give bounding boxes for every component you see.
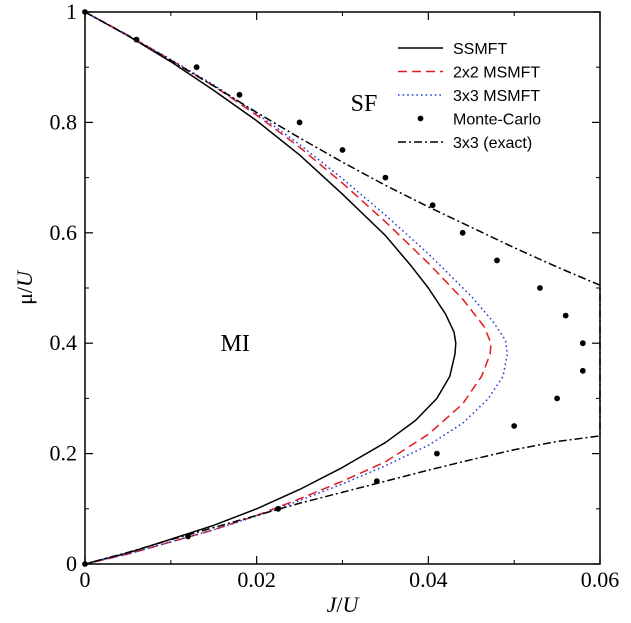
legend-label-2x2-msmft: 2x2 MSMFT	[453, 65, 540, 82]
data-point-monte-carlo	[373, 478, 380, 485]
data-point-monte-carlo	[579, 367, 586, 374]
x-tick-label: 0.04	[409, 567, 448, 592]
data-point-monte-carlo	[339, 147, 346, 153]
x-tick-label: 0.06	[581, 567, 620, 592]
legend-label-monte-carlo: Monte-Carlo	[453, 112, 541, 129]
data-point-monte-carlo	[296, 119, 303, 126]
data-point-monte-carlo	[554, 395, 560, 402]
y-tick-label: 1	[66, 0, 77, 24]
data-point-monte-carlo	[193, 64, 200, 71]
x-tick-label: 0	[80, 567, 91, 592]
region-label-mi: MI	[221, 331, 250, 357]
x-axis-label-sep: /	[336, 592, 343, 617]
data-point-monte-carlo	[236, 91, 243, 98]
legend: SSMFT 2x2 MSMFT 3x3 MSMFT Monte-Carlo 3x3 (e…	[398, 41, 541, 152]
legend-label-3x3-msmft: 3x3 MSMFT	[453, 88, 540, 105]
y-axis-label-sep: /	[12, 286, 37, 293]
data-point-monte-carlo	[275, 505, 282, 512]
region-label-sf: SF	[351, 91, 378, 117]
data-point-monte-carlo	[133, 36, 140, 43]
y-tick-label: 0.8	[50, 109, 78, 134]
data-point-monte-carlo	[459, 229, 466, 236]
y-tick-label: 0.6	[50, 220, 78, 245]
data-point-monte-carlo	[494, 257, 500, 264]
x-tick-label: 0.02	[237, 567, 276, 592]
y-axis-label: μ/U	[12, 269, 37, 305]
ticks-layer: 0 0.02 0.04 0.06 0 0.2 0.4 0.6 0.8 1	[50, 0, 620, 592]
data-point-monte-carlo	[185, 533, 191, 540]
data-point-monte-carlo	[511, 423, 518, 429]
x-axis-label-sub: U	[343, 592, 361, 617]
data-point-monte-carlo	[562, 312, 569, 319]
x-axis-label: J/U	[327, 592, 361, 617]
y-tick-label: 0.2	[50, 441, 78, 466]
data-point-monte-carlo	[537, 285, 543, 291]
y-tick-label: 0.4	[50, 330, 78, 355]
data-point-monte-carlo	[429, 202, 436, 209]
legend-label-ssmft: SSMFT	[453, 41, 507, 58]
data-point-monte-carlo	[434, 450, 440, 457]
y-tick-label: 0	[66, 551, 77, 576]
y-axis-label-main: μ	[12, 293, 37, 305]
data-point-monte-carlo	[382, 174, 389, 181]
y-axis-label-sub: U	[12, 269, 37, 287]
legend-swatch-monte-carlo	[417, 115, 424, 122]
legend-label-3x3-exact: 3x3 (exact)	[453, 135, 532, 152]
series-line-ssmft	[84, 11, 457, 565]
x-axis-label-main: J	[327, 592, 338, 617]
data-point-monte-carlo	[579, 340, 586, 347]
